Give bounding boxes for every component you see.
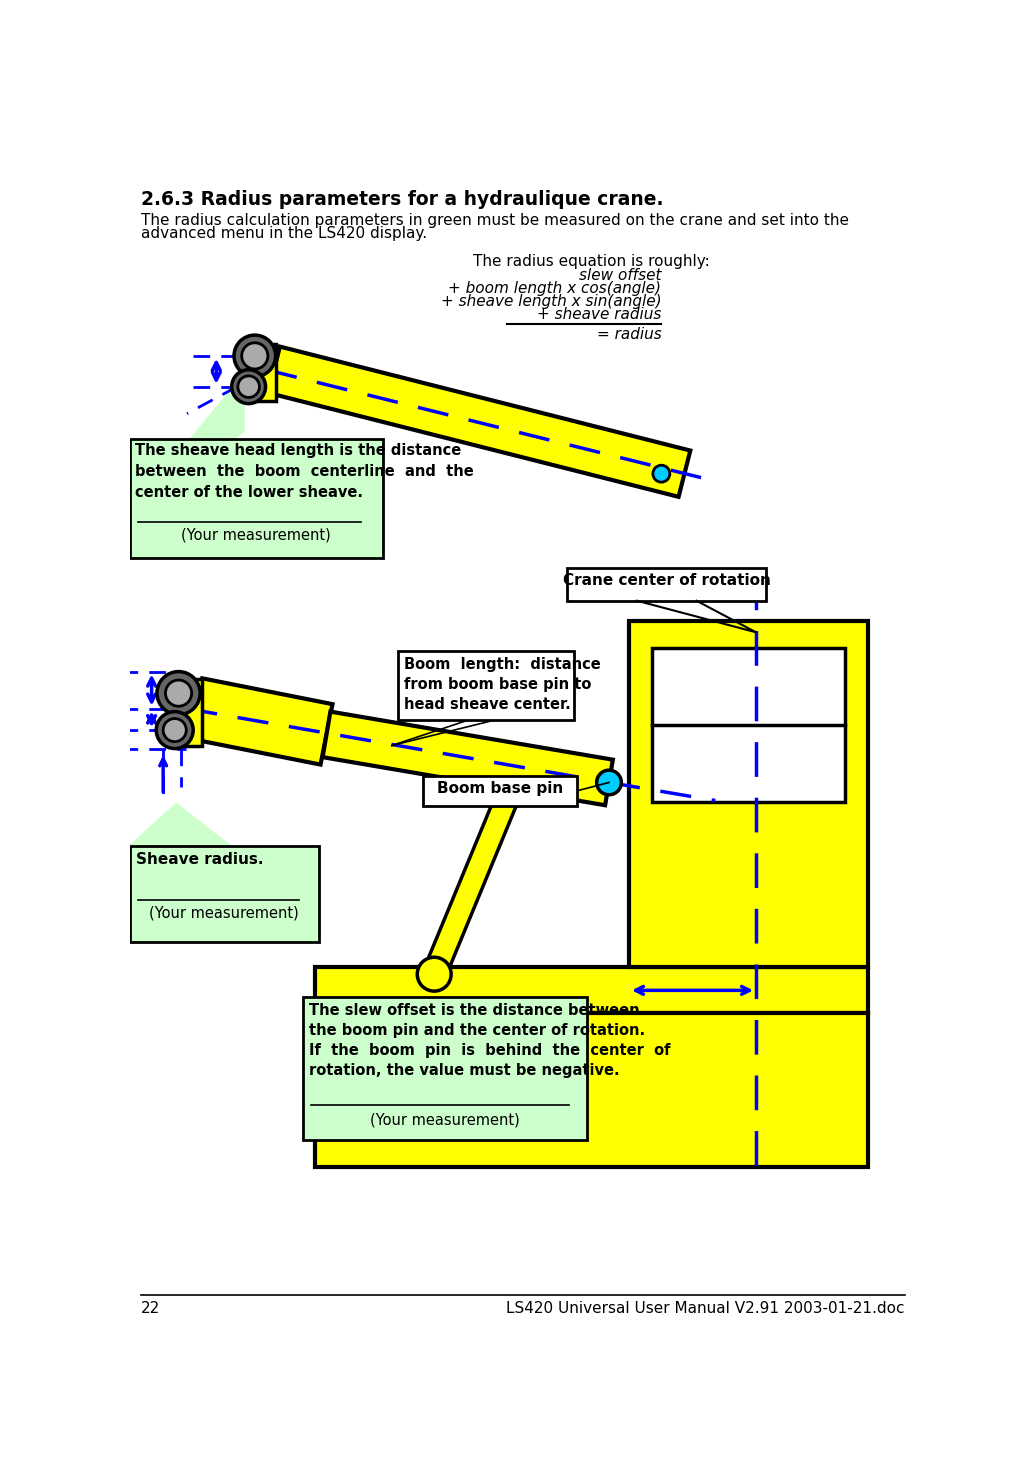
Text: Boom  length:  distance
from boom base pin to
head sheave center.: Boom length: distance from boom base pin… bbox=[404, 657, 600, 712]
Polygon shape bbox=[129, 374, 244, 513]
Circle shape bbox=[242, 343, 268, 369]
Bar bbox=[422, 777, 576, 805]
Bar bbox=[129, 439, 382, 558]
Bar bbox=[397, 651, 573, 721]
Circle shape bbox=[163, 718, 186, 741]
Circle shape bbox=[157, 672, 200, 715]
Text: The radius equation is roughly:: The radius equation is roughly: bbox=[472, 254, 709, 269]
Polygon shape bbox=[268, 347, 690, 496]
Polygon shape bbox=[322, 712, 612, 805]
Polygon shape bbox=[315, 967, 867, 1013]
Text: = radius: = radius bbox=[596, 328, 660, 343]
Bar bbox=[129, 846, 318, 942]
Text: 22: 22 bbox=[141, 1301, 160, 1316]
Circle shape bbox=[156, 712, 193, 749]
Text: The slew offset is the distance between
the boom pin and the center of rotation.: The slew offset is the distance between … bbox=[309, 1003, 671, 1078]
Text: (Your measurement): (Your measurement) bbox=[181, 527, 331, 542]
Text: The sheave head length is the distance
between  the  boom  centerline  and  the
: The sheave head length is the distance b… bbox=[136, 443, 474, 499]
Text: (Your measurement): (Your measurement) bbox=[370, 1112, 520, 1128]
Polygon shape bbox=[629, 620, 867, 967]
Polygon shape bbox=[315, 1013, 867, 1167]
Circle shape bbox=[165, 679, 192, 706]
Polygon shape bbox=[247, 344, 276, 400]
Circle shape bbox=[231, 369, 265, 403]
Circle shape bbox=[652, 465, 669, 482]
Polygon shape bbox=[651, 648, 844, 802]
Text: slew offset: slew offset bbox=[579, 269, 660, 284]
Circle shape bbox=[417, 957, 450, 991]
Text: The radius calculation parameters in green must be measured on the crane and set: The radius calculation parameters in gre… bbox=[141, 213, 848, 227]
Polygon shape bbox=[423, 793, 518, 979]
Text: Sheave radius.: Sheave radius. bbox=[137, 852, 264, 867]
Circle shape bbox=[237, 377, 259, 397]
Text: + sheave radius: + sheave radius bbox=[536, 307, 660, 322]
Circle shape bbox=[233, 335, 275, 377]
Text: + sheave length x sin(angle): + sheave length x sin(angle) bbox=[440, 294, 660, 309]
Polygon shape bbox=[129, 803, 230, 846]
Text: Crane center of rotation: Crane center of rotation bbox=[562, 573, 770, 588]
Text: + boom length x cos(angle): + boom length x cos(angle) bbox=[448, 281, 660, 297]
Text: (Your measurement): (Your measurement) bbox=[150, 905, 299, 920]
Bar bbox=[303, 997, 586, 1140]
Text: LS420 Universal User Manual V2.91 2003-01-21.doc: LS420 Universal User Manual V2.91 2003-0… bbox=[505, 1301, 904, 1316]
Polygon shape bbox=[168, 679, 202, 746]
Circle shape bbox=[596, 770, 621, 795]
Text: 2.6.3 Radius parameters for a hydraulique crane.: 2.6.3 Radius parameters for a hydrauliqu… bbox=[141, 189, 662, 208]
Text: advanced menu in the LS420 display.: advanced menu in the LS420 display. bbox=[141, 226, 427, 241]
Text: Boom base pin: Boom base pin bbox=[436, 781, 562, 796]
Bar bbox=[567, 569, 765, 601]
Polygon shape bbox=[191, 678, 332, 765]
